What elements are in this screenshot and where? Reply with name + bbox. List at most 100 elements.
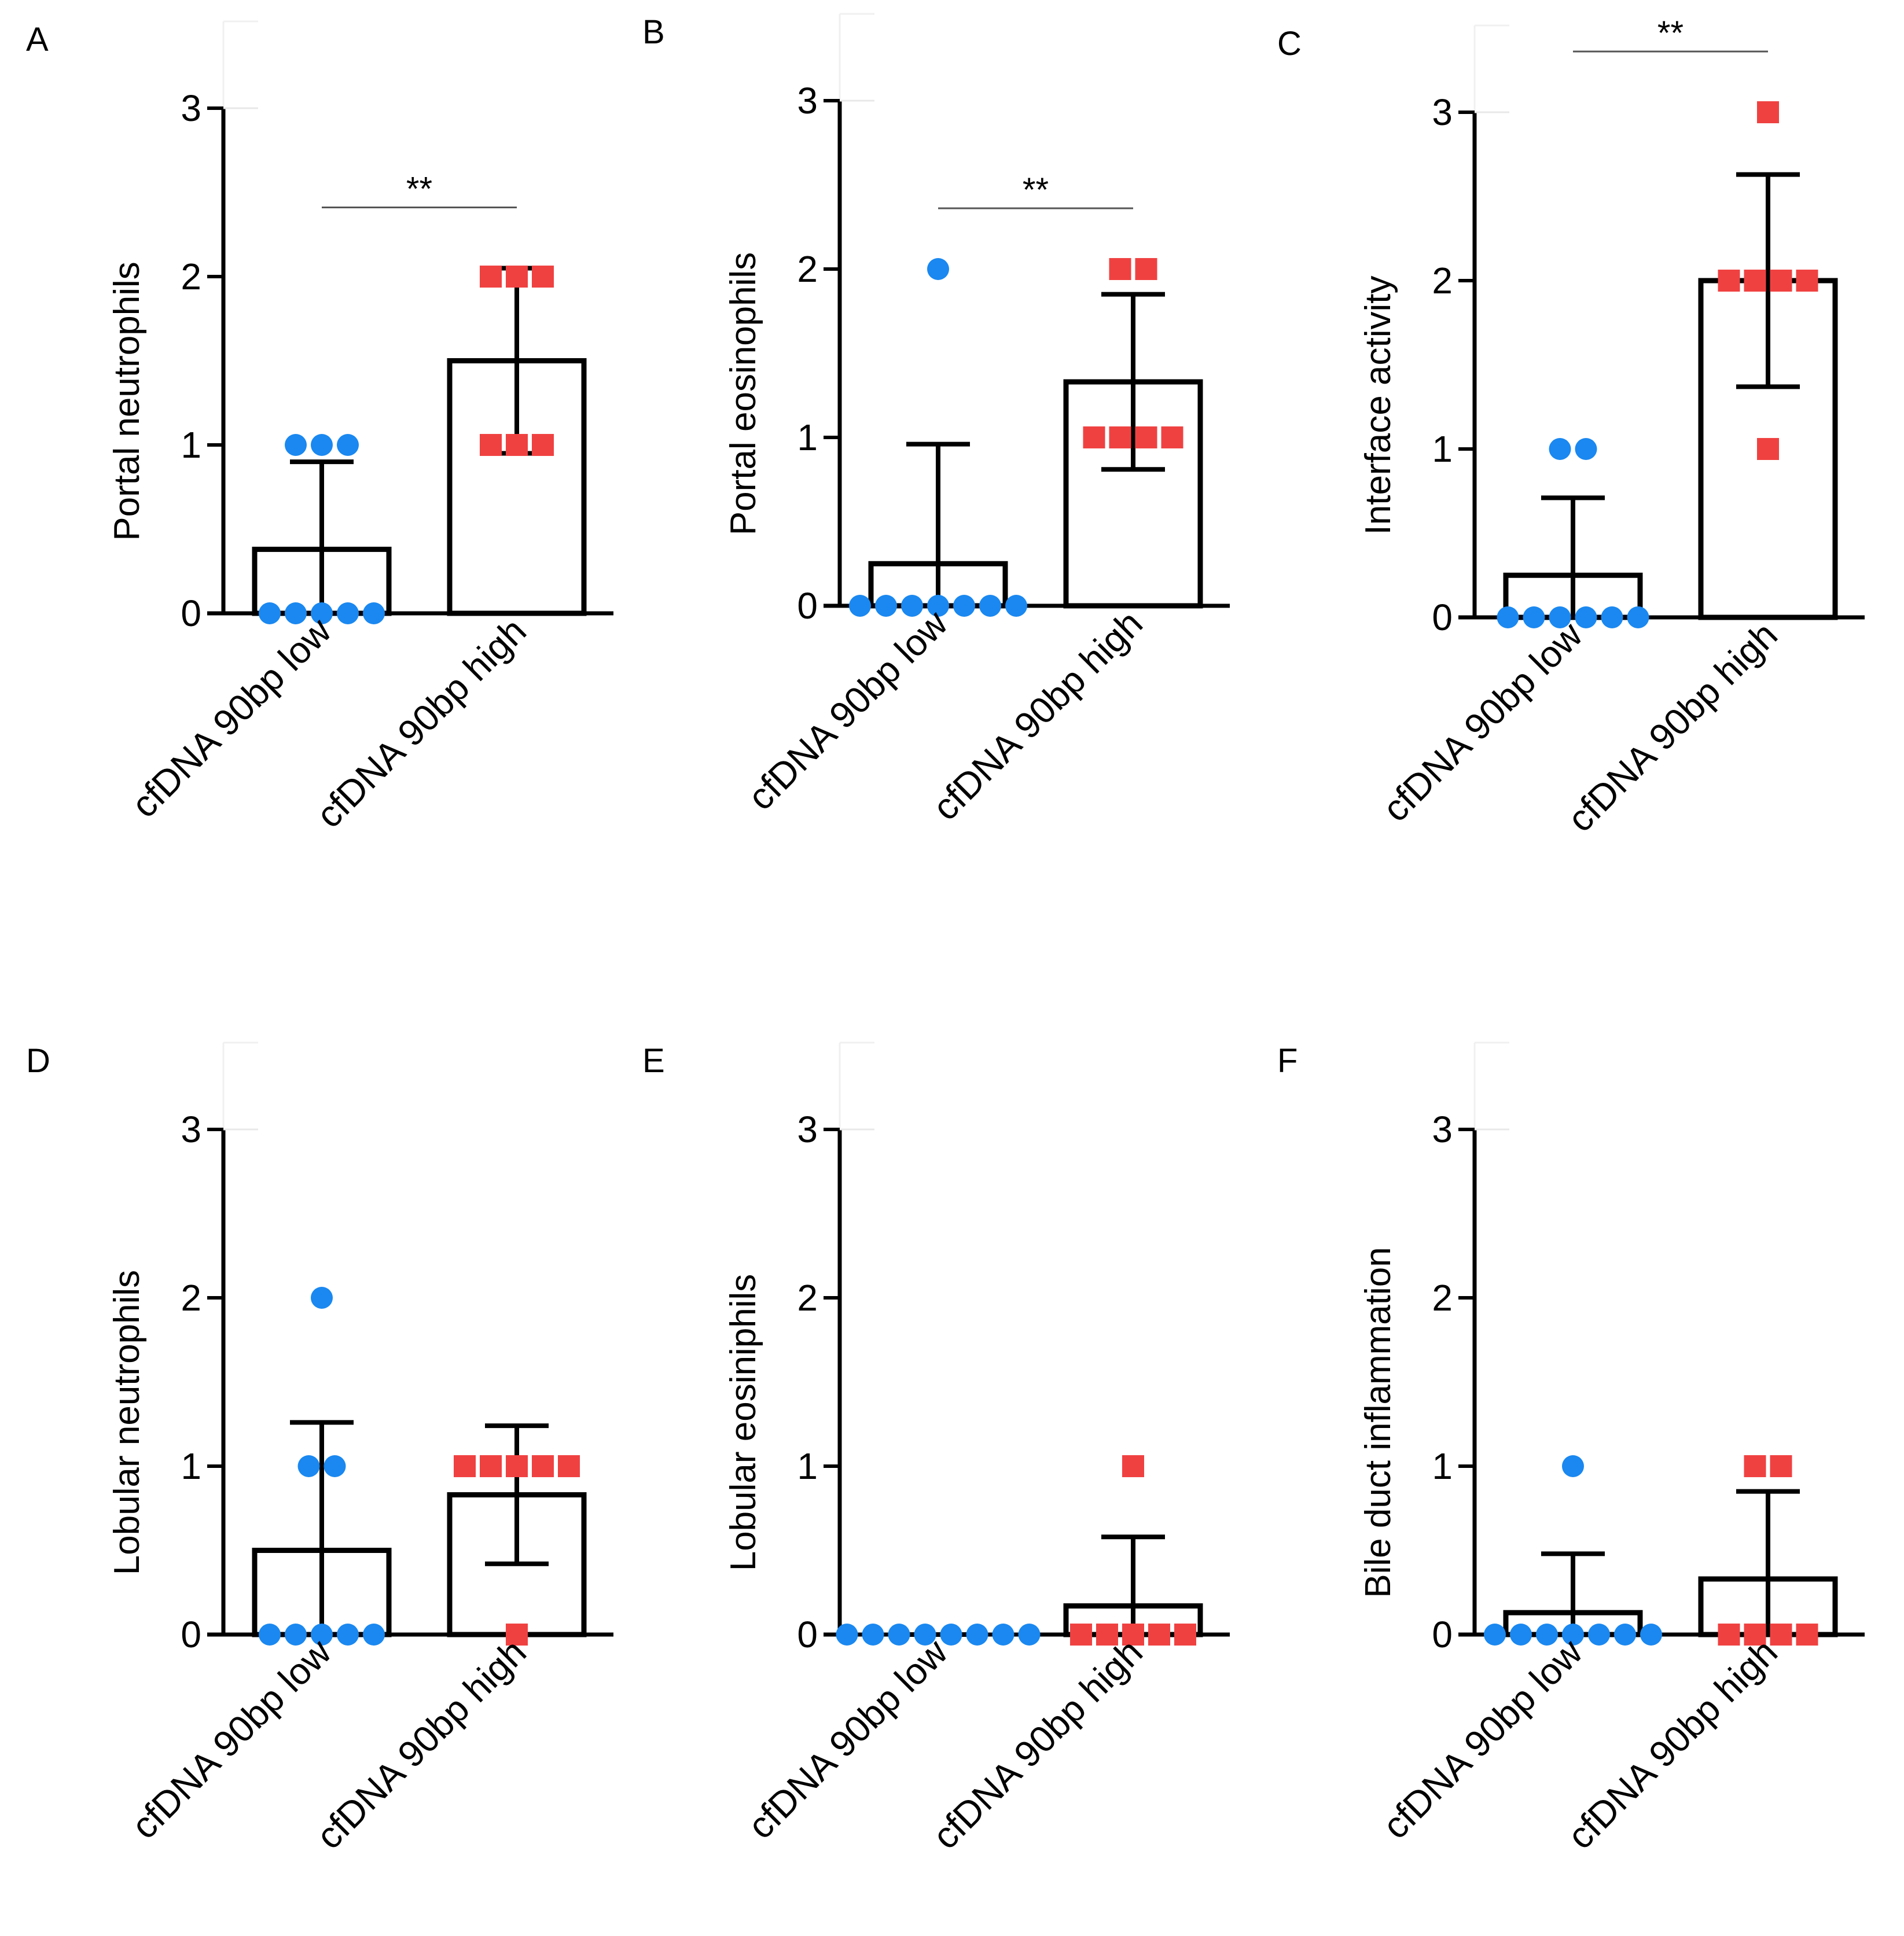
data-point-high: [1796, 270, 1818, 292]
data-point-low: [285, 1624, 307, 1646]
y-tick-label: 1: [797, 417, 818, 458]
data-point-high: [532, 434, 554, 456]
data-point-low: [875, 595, 897, 617]
data-point-high: [506, 434, 528, 456]
y-tick-label: 1: [1432, 1445, 1453, 1487]
data-point-high: [1174, 1624, 1196, 1646]
data-point-low: [285, 434, 307, 456]
panel-e: E 0 1 2 3 Lobular eosiniphils cfDNA 90bp lowcf…: [642, 1041, 1230, 1857]
data-point-low: [311, 434, 333, 456]
data-point-high: [532, 266, 554, 288]
y-tick-label: 0: [181, 592, 201, 634]
y-tick-label: 2: [797, 1277, 818, 1319]
data-point-high: [1109, 258, 1131, 280]
data-point-low: [324, 1455, 346, 1477]
data-point-low: [901, 595, 923, 617]
y-axis-title: Bile duct inflammation: [1358, 1247, 1398, 1598]
category-label-high: cfDNA 90bp high: [1559, 1631, 1785, 1857]
category-label-high: cfDNA 90bp high: [308, 1631, 534, 1857]
panel-d: D 0 1 2 3 Lobular neutrophils cfDNA 90bp lowcf…: [26, 1041, 613, 1857]
data-point-high: [480, 1455, 502, 1477]
data-point-low: [992, 1624, 1015, 1646]
data-point-low: [1549, 438, 1571, 460]
data-point-high: [480, 266, 502, 288]
y-tick-label: 3: [181, 87, 201, 129]
data-point-low: [966, 1624, 988, 1646]
y-tick-label: 2: [1432, 1277, 1453, 1319]
y-tick-label: 0: [1432, 1614, 1453, 1655]
category-label-low: cfDNA 90bp low: [740, 1630, 955, 1846]
category-label-low: cfDNA 90bp low: [123, 1630, 339, 1846]
significance-label: **: [406, 170, 432, 208]
data-point-low: [1562, 1624, 1584, 1646]
category-label-high: cfDNA 90bp high: [924, 1631, 1151, 1857]
data-point-high: [1135, 426, 1157, 448]
data-point-high: [1770, 270, 1792, 292]
data-point-high: [454, 1455, 476, 1477]
data-point-low: [285, 602, 307, 624]
data-point-low: [927, 595, 949, 617]
data-point-low: [979, 595, 1001, 617]
data-point-high: [1796, 1624, 1818, 1646]
data-point-high: [1083, 426, 1105, 448]
panel-letter: D: [26, 1042, 50, 1080]
data-point-high: [1718, 1624, 1740, 1646]
data-point-high: [506, 1624, 528, 1646]
y-tick-label: 3: [1432, 1109, 1453, 1150]
data-point-low: [363, 1624, 385, 1646]
data-point-high: [1770, 1455, 1792, 1477]
y-tick-label: 1: [181, 424, 201, 466]
data-point-low: [862, 1624, 884, 1646]
data-point-high: [1096, 1624, 1118, 1646]
y-tick-label: 0: [797, 585, 818, 627]
data-point-high: [558, 1455, 580, 1477]
y-axis-title: Lobular eosiniphils: [723, 1274, 763, 1571]
data-point-low: [311, 1287, 333, 1309]
y-tick-label: 3: [797, 1109, 818, 1150]
panel-letter: E: [642, 1042, 665, 1080]
data-point-low: [311, 602, 333, 624]
data-point-high: [1109, 426, 1131, 448]
y-tick-label: 1: [797, 1445, 818, 1487]
data-point-low: [836, 1624, 858, 1646]
y-tick-label: 3: [797, 80, 818, 122]
data-point-low: [849, 595, 871, 617]
y-tick-label: 3: [1432, 91, 1453, 133]
category-label-high: cfDNA 90bp high: [924, 602, 1151, 829]
y-tick-label: 2: [181, 1277, 201, 1319]
y-tick-label: 2: [181, 256, 201, 297]
data-point-high: [1135, 258, 1157, 280]
data-point-low: [1497, 606, 1519, 628]
panel-letter: A: [26, 21, 49, 58]
data-point-high: [1161, 426, 1183, 448]
data-point-high: [506, 1455, 528, 1477]
data-point-low: [1005, 595, 1027, 617]
category-label-low: cfDNA 90bp low: [1374, 613, 1590, 829]
data-point-low: [1510, 1624, 1532, 1646]
data-point-low: [1614, 1624, 1636, 1646]
data-point-high: [1770, 1624, 1792, 1646]
significance-label: **: [1657, 14, 1684, 52]
data-point-high: [1148, 1624, 1170, 1646]
data-point-low: [363, 602, 385, 624]
y-axis-title: Lobular neutrophils: [107, 1270, 147, 1575]
y-tick-label: 3: [181, 1109, 201, 1150]
data-point-high: [480, 434, 502, 456]
data-point-high: [1122, 1624, 1144, 1646]
significance-label: **: [1023, 171, 1049, 209]
data-point-low: [311, 1624, 333, 1646]
data-point-low: [888, 1624, 910, 1646]
y-tick-label: 0: [797, 1614, 818, 1655]
panel-letter: B: [642, 13, 665, 51]
data-point-low: [1484, 1624, 1506, 1646]
data-point-low: [1549, 606, 1571, 628]
panel-letter: F: [1277, 1042, 1297, 1080]
data-point-high: [1744, 1624, 1766, 1646]
data-point-low: [914, 1624, 936, 1646]
y-tick-label: 2: [797, 248, 818, 290]
category-label-low: cfDNA 90bp low: [1374, 1630, 1590, 1846]
data-point-low: [259, 1624, 281, 1646]
y-tick-label: 0: [1432, 597, 1453, 638]
panel-b: B 0 1 2 3 Portal eosinophils cfDNA 90bp lowcfD…: [642, 13, 1230, 829]
